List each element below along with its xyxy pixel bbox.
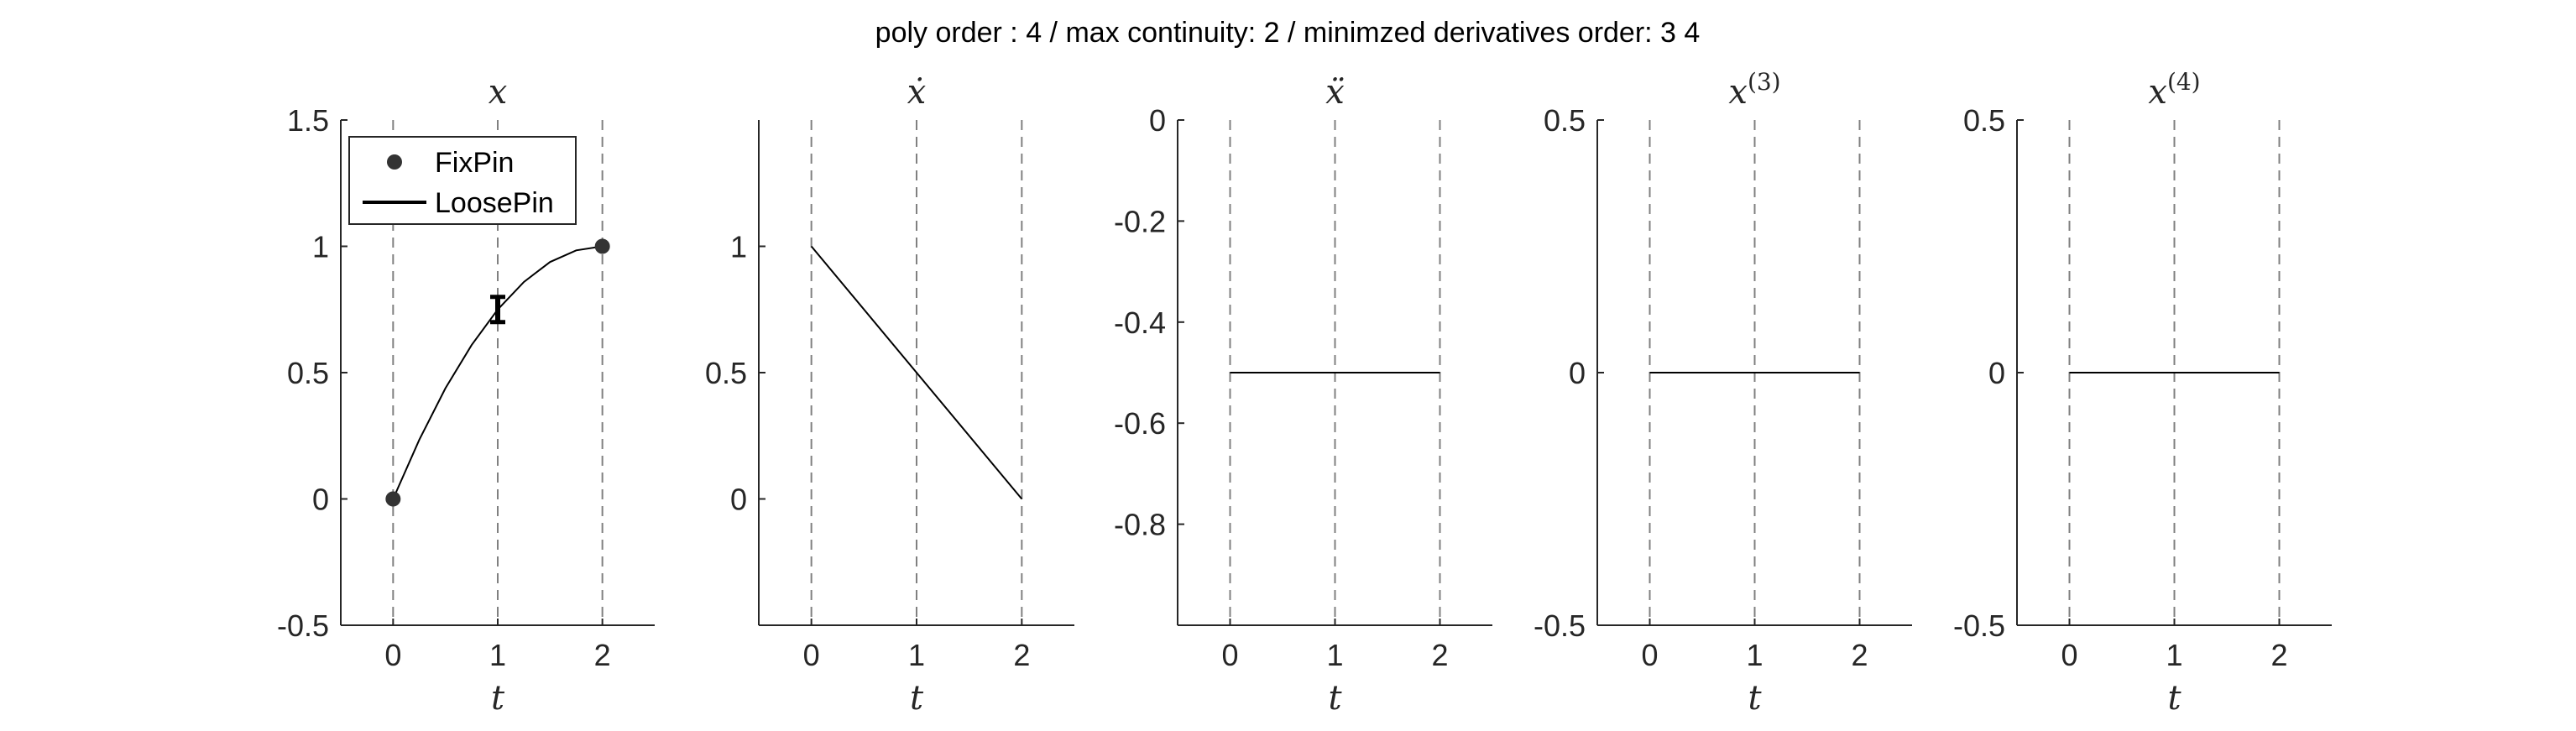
y-tick-label: 0 bbox=[1988, 356, 2005, 390]
subplot-title-main: ẍ bbox=[1325, 73, 1345, 112]
subplot-3: 0 1 2 -0.8 -0.6 -0.4 -0.2 0 ẍ t bbox=[1114, 73, 1492, 718]
legend-label-loosepin: LoosePin bbox=[435, 187, 554, 219]
x-tick-label: 2 bbox=[2270, 638, 2287, 672]
subplot-5: 0 1 2 -0.5 0 0.5 x(4) t bbox=[1953, 68, 2332, 718]
y-tick-label: 0 bbox=[312, 483, 329, 517]
x-tick-label: 0 bbox=[2061, 638, 2077, 672]
subplot-title-superscript: (4) bbox=[2167, 68, 2201, 96]
y-tick-label: 1 bbox=[312, 230, 329, 264]
x-tick-label: 1 bbox=[1326, 638, 1343, 672]
subplot-title: x(3) bbox=[1728, 68, 1780, 112]
x-tick-label: 2 bbox=[1851, 638, 1868, 672]
y-tick-label: 0 bbox=[1149, 103, 1166, 138]
y-tick-label: 1 bbox=[730, 230, 747, 264]
y-tick-label: 0.5 bbox=[1544, 103, 1586, 138]
y-tick-label: 0.5 bbox=[705, 356, 747, 390]
x-tick-label: 0 bbox=[384, 638, 401, 672]
subplot-1: 0 1 2 -0.5 0 0.5 1 1.5 x t FixPin LoosePin bbox=[277, 73, 655, 718]
legend-fixpin-marker bbox=[387, 154, 402, 170]
x-tick-label: 2 bbox=[1431, 638, 1448, 672]
x-tick-label: 2 bbox=[1013, 638, 1030, 672]
x-tick-label: 0 bbox=[803, 638, 820, 672]
legend-box bbox=[348, 136, 577, 225]
legend: FixPin LoosePin bbox=[348, 136, 577, 225]
x-tick-label: 1 bbox=[489, 638, 506, 672]
y-tick-label: -0.5 bbox=[1953, 608, 2005, 643]
y-tick-label: 0.5 bbox=[1963, 103, 2005, 138]
x-axis-label: t bbox=[2167, 679, 2182, 718]
subplot-title: x(4) bbox=[2148, 68, 2200, 112]
legend-label-fixpin: FixPin bbox=[435, 147, 514, 179]
x-axis-label: t bbox=[910, 679, 924, 718]
subplots: 0 1 2 -0.5 0 0.5 1 1.5 x t FixPin LoosePin 0 1 2 0 0.5 1 ẋ… bbox=[277, 68, 2332, 718]
subplot-title: ẋ bbox=[907, 73, 927, 112]
x-tick-label: 2 bbox=[594, 638, 611, 672]
x-tick-label: 1 bbox=[2166, 638, 2182, 672]
x-axis-label: t bbox=[1748, 679, 1762, 718]
y-tick-label: -0.8 bbox=[1114, 508, 1166, 542]
y-tick-label: -0.2 bbox=[1114, 204, 1166, 238]
subplot-2: 0 1 2 0 0.5 1 ẋ t bbox=[705, 73, 1074, 718]
x-axis-label: t bbox=[1328, 679, 1342, 718]
subplot-title-superscript: (3) bbox=[1748, 68, 1781, 96]
x-axis-label: t bbox=[491, 679, 505, 718]
subplot-title: x bbox=[489, 73, 508, 112]
y-tick-label: -0.5 bbox=[1534, 608, 1586, 643]
figure-title: poly order : 4 / max continuity: 2 / min… bbox=[875, 17, 1701, 49]
subplot-title-main: x bbox=[1728, 73, 1748, 112]
subplot-title-main: x bbox=[489, 73, 508, 112]
x-tick-label: 0 bbox=[1221, 638, 1238, 672]
loose-pin bbox=[490, 295, 505, 325]
subplot-title-main: x bbox=[2148, 73, 2167, 112]
y-tick-label: -0.6 bbox=[1114, 406, 1166, 441]
y-tick-label: -0.4 bbox=[1114, 305, 1166, 340]
subplot-4: 0 1 2 -0.5 0 0.5 x(3) t bbox=[1534, 68, 1912, 718]
x-tick-label: 1 bbox=[1746, 638, 1763, 672]
data-line bbox=[810, 245, 1023, 500]
y-tick-label: 1.5 bbox=[287, 103, 329, 138]
fix-pin-marker bbox=[385, 491, 401, 507]
x-tick-label: 1 bbox=[908, 638, 925, 672]
y-tick-label: 0.5 bbox=[287, 356, 329, 390]
subplot-title: ẍ bbox=[1325, 73, 1345, 112]
x-tick-label: 0 bbox=[1641, 638, 1658, 672]
y-tick-label: 0 bbox=[1569, 356, 1586, 390]
subplot-title-main: ẋ bbox=[907, 73, 927, 112]
y-tick-label: -0.5 bbox=[277, 608, 329, 643]
fix-pin-marker bbox=[594, 238, 610, 254]
y-tick-label: 0 bbox=[730, 483, 747, 517]
